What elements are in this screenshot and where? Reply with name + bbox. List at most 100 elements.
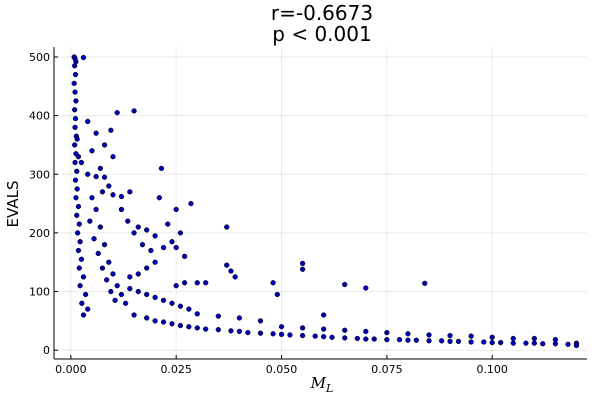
data-point	[131, 230, 137, 236]
data-point	[177, 303, 184, 309]
x-axis-label-subscript: L	[325, 382, 333, 395]
data-point	[139, 241, 146, 248]
data-points	[71, 54, 580, 349]
data-point	[287, 332, 293, 338]
data-point	[396, 337, 403, 343]
data-point	[203, 326, 209, 332]
data-point	[329, 334, 335, 340]
data-point	[523, 340, 529, 346]
data-point	[93, 130, 99, 136]
data-point	[72, 177, 79, 183]
data-point	[245, 329, 251, 336]
x-axis-ticks: 0.000 0.025 0.050 0.075 0.100	[55, 355, 508, 376]
data-point	[97, 165, 103, 172]
data-point	[422, 280, 428, 287]
data-point	[74, 186, 80, 192]
data-point	[257, 318, 264, 324]
data-point	[363, 285, 369, 291]
data-point	[531, 335, 537, 342]
data-point	[489, 334, 495, 340]
data-point	[75, 203, 82, 210]
data-point	[188, 200, 194, 207]
data-point	[77, 283, 83, 289]
data-point	[468, 339, 474, 345]
data-point	[447, 332, 453, 339]
data-point	[186, 324, 192, 330]
data-point	[312, 333, 318, 339]
data-point	[78, 256, 85, 262]
data-point	[87, 218, 93, 224]
data-point	[104, 277, 110, 283]
data-point	[405, 337, 411, 343]
data-point	[371, 336, 377, 342]
data-point	[354, 335, 361, 342]
y-tick-label: 100	[29, 286, 50, 299]
data-point	[384, 337, 390, 343]
data-point	[321, 312, 327, 318]
data-point	[426, 332, 432, 338]
data-point	[99, 189, 106, 195]
data-point	[99, 265, 106, 271]
data-point	[152, 318, 158, 324]
data-point	[203, 280, 209, 286]
data-point	[321, 334, 327, 340]
data-point	[489, 339, 495, 346]
data-point	[510, 340, 516, 346]
data-point	[72, 107, 78, 113]
data-point	[144, 291, 150, 298]
data-point	[160, 297, 167, 304]
data-point	[79, 300, 85, 306]
data-point	[552, 337, 559, 343]
data-point	[160, 319, 167, 325]
data-point	[447, 338, 453, 345]
axes	[53, 47, 587, 360]
data-point	[125, 218, 131, 224]
data-point	[531, 340, 537, 346]
x-tick-label: 0.025	[160, 363, 192, 376]
y-tick-label: 200	[29, 227, 50, 240]
data-point	[194, 280, 200, 286]
data-point	[106, 183, 112, 189]
data-point	[73, 195, 79, 201]
data-point	[342, 327, 348, 333]
data-point	[342, 335, 348, 341]
data-point	[158, 165, 165, 172]
data-point	[299, 332, 306, 339]
data-point	[80, 312, 87, 318]
data-point	[127, 285, 133, 292]
x-tick-label: 0.075	[371, 363, 403, 376]
data-point	[144, 315, 150, 321]
data-point	[80, 274, 87, 280]
data-point	[74, 212, 80, 218]
chart-title-line1: r=-0.6673	[271, 1, 373, 25]
data-point	[232, 274, 238, 280]
data-point	[72, 89, 78, 95]
data-point	[118, 291, 125, 298]
data-point	[363, 336, 369, 342]
data-point	[73, 98, 79, 104]
data-point	[106, 259, 112, 265]
data-point	[93, 206, 99, 213]
data-point	[181, 280, 188, 286]
data-point	[177, 322, 184, 329]
data-point	[510, 335, 516, 342]
data-point	[91, 236, 97, 242]
data-point	[71, 80, 77, 87]
data-point	[278, 324, 285, 330]
y-tick-label: 300	[29, 168, 50, 181]
data-point	[321, 326, 327, 332]
data-point	[177, 230, 184, 236]
x-axis-label: ML	[310, 374, 334, 395]
data-point	[270, 280, 276, 286]
data-point	[540, 341, 546, 347]
data-point	[156, 195, 162, 201]
data-point	[299, 266, 306, 272]
data-point	[101, 174, 108, 180]
data-point	[363, 328, 369, 335]
data-point	[127, 274, 133, 280]
data-point	[122, 300, 129, 306]
data-point	[236, 315, 243, 321]
data-point	[169, 239, 175, 245]
data-point	[95, 250, 101, 257]
